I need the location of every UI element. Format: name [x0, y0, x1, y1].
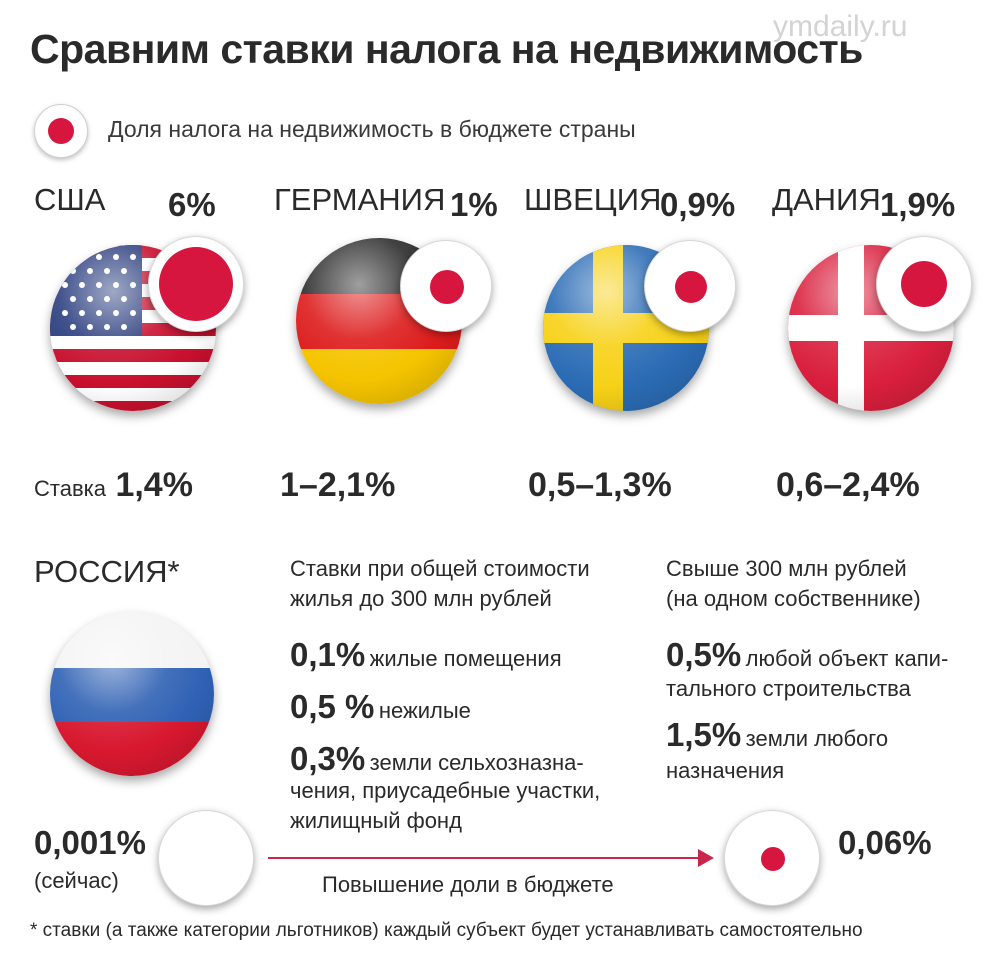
russia-current-label: (сейчас): [34, 868, 119, 893]
country-name-denmark: ДАНИЯ: [772, 182, 881, 217]
russia-flag-icon: [50, 612, 214, 776]
low-rate-desc-line: жилищный фонд: [290, 808, 462, 833]
page-title: Сравним ставки налога на недвижимость: [30, 26, 863, 72]
low-rate-item: 0,3% земли сельхозназна-: [290, 740, 584, 778]
legend-label: Доля налога на недвижимость в бюджете ст…: [108, 116, 636, 142]
rate-value-sweden: 0,5–1,3%: [528, 466, 672, 504]
country-share-sweden: 0,9%: [660, 186, 736, 223]
low-heading-line: жилья до 300 млн рублей: [290, 586, 552, 611]
high-rate-item: 1,5% земли любого: [666, 716, 888, 754]
country-share-usa: 6%: [168, 186, 216, 223]
rate-value-usa: 1,4%: [115, 466, 193, 504]
current-share-circle-icon: [158, 810, 254, 906]
sweden-share-badge-icon: [644, 240, 736, 332]
country-name-sweden: ШВЕЦИЯ: [524, 182, 662, 217]
footnote: * ставки (а также категории льготников) …: [30, 920, 863, 941]
arrow-right-icon: [698, 849, 714, 867]
high-heading-line: Свыше 300 млн рублей: [666, 556, 907, 581]
rate-prefix: Ставка: [34, 476, 106, 501]
high-rate-desc-line: назначения: [666, 758, 785, 783]
high-heading-line: (на одном собственнике): [666, 586, 921, 611]
low-rate-desc-continued: чения, приусадебные участки, жилищный фо…: [290, 776, 600, 836]
low-heading-line: Ставки при общей стоимости: [290, 556, 590, 581]
high-rate-value: 1,5%: [666, 716, 742, 753]
rate-usa: Ставка 1,4%: [34, 466, 193, 505]
low-heading: Ставки при общей стоимости жилья до 300 …: [290, 554, 590, 614]
country-share-denmark: 1,9%: [880, 186, 956, 223]
high-rate-value: 0,5%: [666, 636, 742, 673]
country-share-germany: 1%: [450, 186, 498, 223]
russia-future-share: 0,06%: [838, 824, 932, 861]
denmark-share-badge-icon: [876, 236, 972, 332]
low-rate-desc: земли сельхозназна-: [369, 750, 584, 775]
germany-share-badge-icon: [400, 240, 492, 332]
high-rate-desc: любой объект капи-: [745, 646, 949, 671]
low-rate-item: 0,1% жилые помещения: [290, 636, 562, 674]
rate-value-germany: 1–2,1%: [280, 466, 396, 504]
arrow-line: [268, 857, 700, 859]
country-name-usa: США: [34, 182, 106, 217]
low-rate-value: 0,1%: [290, 636, 366, 673]
rate-value-denmark: 0,6–2,4%: [776, 466, 920, 504]
country-name-russia: РОССИЯ*: [34, 554, 180, 589]
low-rate-desc: жилые помещения: [369, 646, 562, 671]
high-rate-desc-line: тального строительства: [666, 676, 911, 701]
low-rate-value: 0,3%: [290, 740, 366, 777]
legend-share-dot-icon: [34, 104, 88, 158]
russia-current-share: 0,001%: [34, 824, 146, 861]
high-heading: Свыше 300 млн рублей (на одном собственн…: [666, 554, 921, 614]
low-rate-desc-line: чения, приусадебные участки,: [290, 778, 601, 803]
low-rate-item: 0,5 % нежилые: [290, 688, 471, 726]
arrow-label: Повышение доли в бюджете: [322, 872, 614, 897]
future-share-badge-icon: [724, 810, 820, 906]
high-rate-item: 0,5% любой объект капи-: [666, 636, 948, 674]
low-rate-value: 0,5 %: [290, 688, 375, 725]
country-name-germany: ГЕРМАНИЯ: [274, 182, 446, 217]
high-rate-desc: земли любого: [745, 726, 889, 751]
usa-share-badge-icon: [148, 236, 244, 332]
watermark: ymdaily.ru: [773, 10, 908, 43]
low-rate-desc: нежилые: [378, 698, 471, 723]
